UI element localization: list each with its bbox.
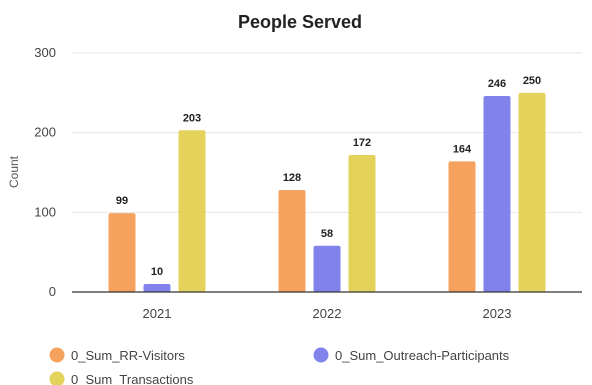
y-tick-label: 200: [34, 125, 56, 140]
y-axis-label: Count: [7, 155, 21, 188]
legend: 0_Sum_RR-Visitors 0_Sum_Outreach-Particip…: [49, 347, 510, 385]
x-tick-label: 2021: [143, 306, 172, 321]
y-axis-ticks: 0 100 200 300: [34, 45, 56, 299]
x-axis-ticks: 2021 2022 2023: [143, 306, 512, 321]
bar: [518, 92, 546, 292]
bar: [143, 284, 171, 292]
legend-swatch: [313, 347, 329, 363]
legend-label: 0_Sum_RR-Visitors: [71, 348, 185, 363]
legend-label: 0_Sum_Outreach-Participants: [335, 348, 510, 363]
y-tick-label: 100: [34, 204, 56, 219]
chart-title: People Served: [238, 12, 362, 32]
data-label: 164: [453, 143, 472, 155]
x-tick-label: 2022: [313, 306, 342, 321]
bar: [483, 96, 511, 293]
legend-swatch: [49, 347, 65, 363]
bar: [108, 213, 136, 292]
data-label: 250: [523, 75, 541, 87]
data-label: 99: [116, 195, 128, 207]
x-tick-label: 2023: [483, 306, 512, 321]
data-label: 172: [353, 137, 371, 149]
data-label: 10: [151, 266, 163, 278]
data-label: 203: [183, 112, 201, 124]
data-label: 58: [321, 228, 333, 240]
data-label: 246: [488, 78, 506, 90]
y-tick-label: 0: [49, 284, 56, 299]
bars: [108, 92, 546, 293]
legend-swatch: [49, 371, 65, 385]
data-label: 128: [283, 172, 301, 184]
bar: [348, 154, 376, 292]
y-tick-label: 300: [34, 45, 56, 60]
data-labels: 99 10 203 128 58 172 164 246 250: [116, 75, 541, 278]
bar: [278, 190, 306, 292]
bar: [448, 161, 476, 292]
bar: [178, 130, 206, 292]
bar: [313, 245, 341, 292]
legend-label: 0_Sum_Transactions: [71, 372, 194, 385]
